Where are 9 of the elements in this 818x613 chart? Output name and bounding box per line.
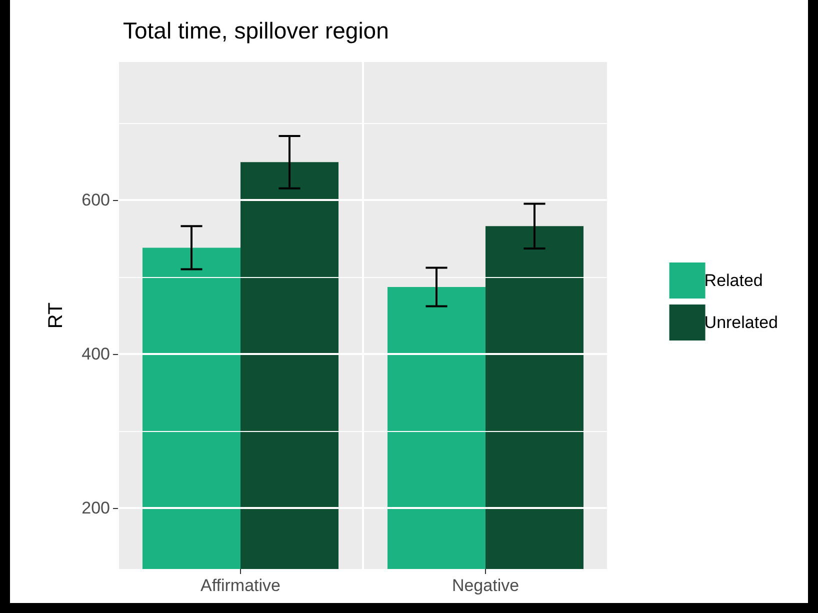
y-tick-label: 600 [82, 190, 110, 210]
legend-label: Unrelated [704, 313, 778, 332]
y-axis-title: RT [45, 302, 67, 329]
y-tick-label: 400 [82, 344, 110, 364]
x-tick-label: Affirmative [200, 576, 280, 595]
y-tick-label: 200 [82, 498, 110, 518]
legend-label: Related [704, 271, 763, 290]
chart-title: Total time, spillover region [123, 18, 389, 44]
x-tick-label: Negative [452, 576, 520, 595]
